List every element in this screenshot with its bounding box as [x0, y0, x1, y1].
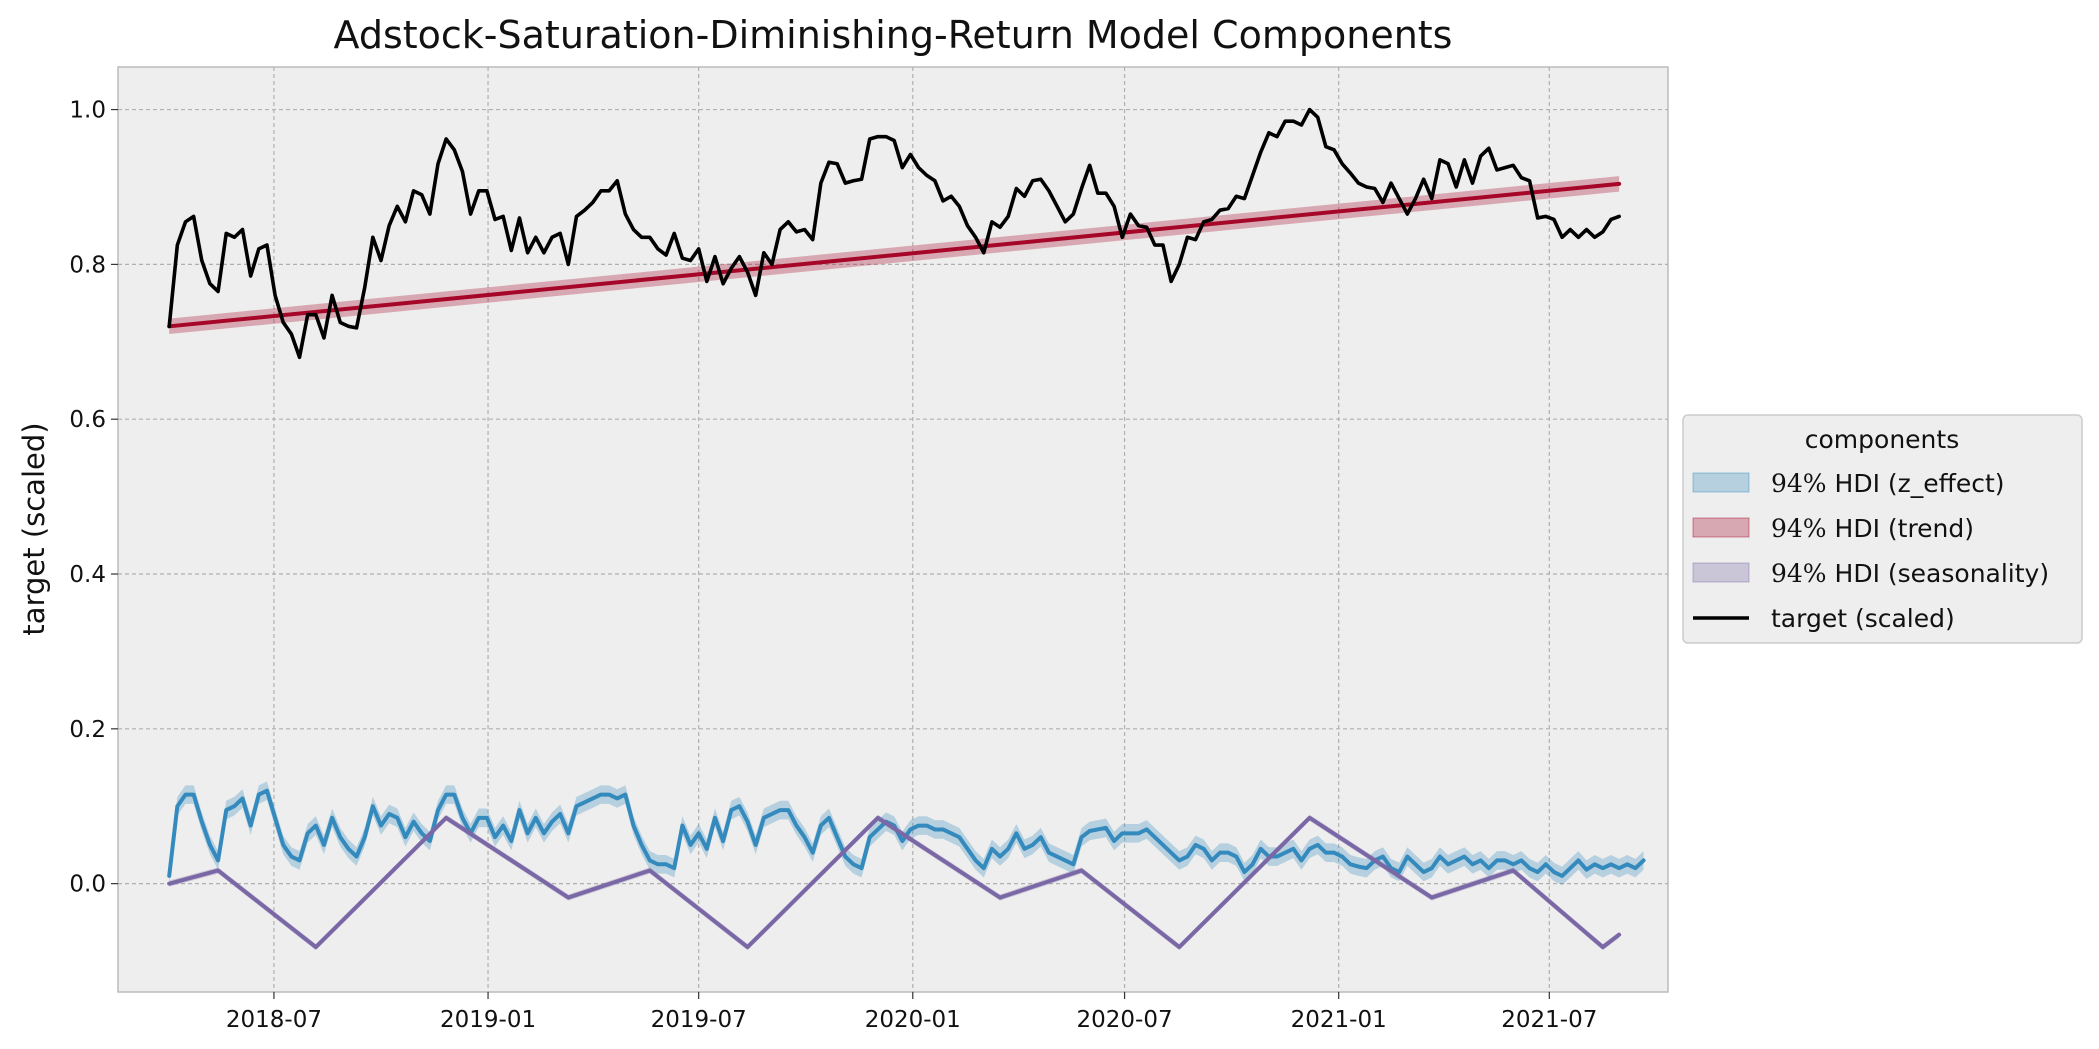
x-tick-label: 2018-07	[226, 1007, 322, 1033]
legend-frame	[1682, 414, 2083, 644]
legend-label-math: 94%	[1771, 469, 1827, 498]
series-line-target-scaled	[167, 107, 1621, 360]
y-tick-label: 1.0	[69, 98, 106, 124]
y-axis-ticks: 0.0 0.2 0.4 0.6 0.8 1.0	[69, 98, 118, 898]
x-tick-label: 2019-07	[651, 1007, 747, 1033]
legend-title: components	[1805, 425, 1959, 454]
legend-swatch	[1692, 517, 1750, 538]
y-tick-label: 0.8	[69, 252, 106, 278]
x-axis-ticks: 2018-07 2019-01 2019-07 2020-01 2020-07 2021-…	[226, 992, 1597, 1033]
series-target-scaled	[167, 107, 1621, 360]
x-tick-label: 2020-01	[865, 1007, 961, 1033]
legend-label: 94% HDI (trend)	[1771, 514, 1974, 543]
legend-label: 94% HDI (z_effect)	[1771, 469, 2005, 498]
legend-entry: 94% HDI (z_effect)	[1692, 469, 2005, 498]
series-layer	[167, 107, 1646, 951]
y-tick-label: 0.2	[69, 717, 106, 743]
y-axis-label: target (scaled)	[17, 422, 51, 635]
series-line-94-hdi-trend	[167, 181, 1622, 329]
legend-label-math: 94%	[1771, 514, 1827, 543]
legend-label: 94% HDI (seasonality)	[1771, 559, 2049, 588]
plot-area	[117, 66, 1669, 993]
series-94-hdi-trend	[167, 176, 1622, 335]
y-tick-label: 0.6	[69, 407, 106, 433]
series-line-94-hdi-seasonality	[167, 815, 1622, 950]
legend-label-text: HDI (trend)	[1827, 514, 1974, 543]
x-tick-label: 2021-07	[1501, 1007, 1597, 1033]
legend-swatch	[1692, 472, 1750, 493]
chart-title: Adstock-Saturation-Diminishing-Return Mo…	[334, 13, 1453, 57]
y-tick-label: 0.4	[69, 562, 106, 588]
legend-entry: 94% HDI (trend)	[1692, 514, 1974, 543]
legend: components 94% HDI (z_effect)94% HDI (tr…	[1682, 414, 2083, 644]
legend-label: target (scaled)	[1771, 604, 1955, 633]
legend-entry: target (scaled)	[1693, 604, 1955, 633]
series-94-hdi-seasonality	[167, 814, 1622, 951]
legend-label-text: HDI (seasonality)	[1827, 559, 2050, 588]
x-tick-label: 2019-01	[440, 1007, 536, 1033]
legend-label-math: 94%	[1771, 559, 1827, 588]
legend-entry: 94% HDI (seasonality)	[1692, 559, 2049, 588]
legend-label-text: HDI (z_effect)	[1827, 469, 2005, 498]
x-tick-label: 2021-01	[1291, 1007, 1387, 1033]
y-tick-label: 0.0	[69, 872, 106, 898]
x-tick-label: 2020-07	[1077, 1007, 1173, 1033]
legend-swatch	[1692, 562, 1750, 583]
